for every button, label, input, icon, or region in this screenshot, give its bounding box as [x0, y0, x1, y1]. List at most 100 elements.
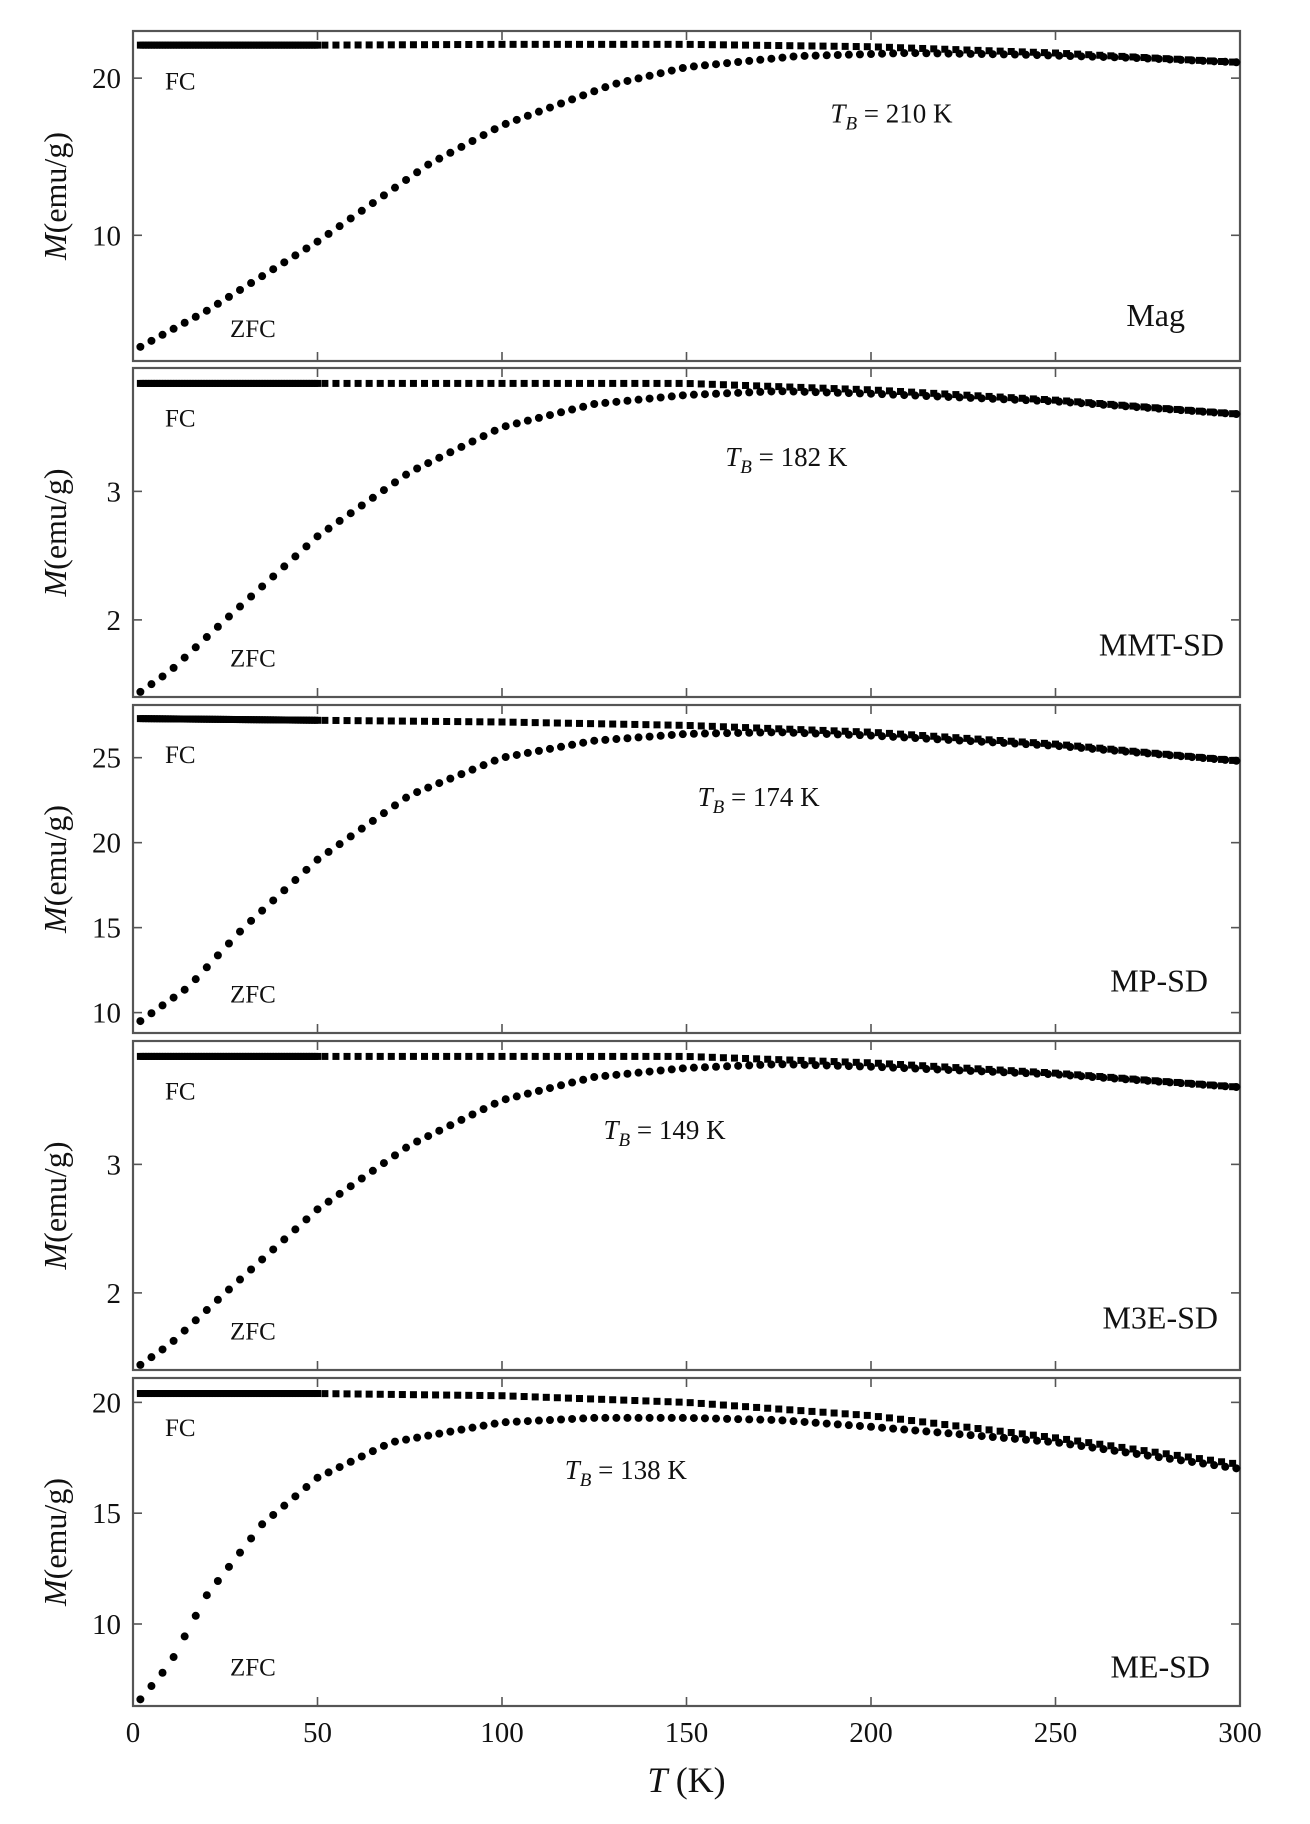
zfc-point [490, 756, 499, 765]
zfc-point [1232, 756, 1241, 765]
zfc-point [324, 1468, 333, 1477]
zfc-point [911, 391, 920, 400]
fc-point [387, 41, 395, 49]
tb-var: T [698, 782, 715, 812]
blocking-temperature-label: TB = 149 K [603, 1115, 726, 1151]
zfc-point [689, 1063, 698, 1072]
zfc-point [468, 137, 477, 145]
zfc-point [634, 733, 643, 742]
zfc-point [424, 160, 433, 169]
fc-point [1074, 742, 1082, 750]
fc-point [897, 387, 905, 395]
zfc-point [346, 509, 355, 518]
zfc-point [512, 750, 521, 759]
fc-point [598, 1395, 606, 1403]
zfc-point [479, 1105, 488, 1114]
fc-point [1040, 739, 1048, 747]
zfc-point [180, 1326, 189, 1335]
zfc-point [236, 927, 245, 936]
x-tick-label: 150 [665, 1717, 709, 1749]
zfc-point [855, 389, 864, 398]
fc-point [609, 1052, 617, 1060]
zfc-point [822, 1419, 831, 1428]
fc-point [775, 1056, 783, 1064]
zfc-point [667, 1413, 676, 1422]
fc-point [852, 43, 860, 51]
fc-point [365, 1052, 373, 1060]
zfc-point [1176, 406, 1185, 415]
zfc-point [988, 1067, 997, 1076]
fc-point [675, 40, 683, 48]
fc-point [487, 379, 495, 387]
zfc-point [390, 1151, 399, 1160]
zfc-point [723, 59, 732, 68]
zfc-point [435, 1126, 444, 1135]
zfc-point [767, 728, 776, 737]
zfc-point [324, 1197, 333, 1206]
fc-point [1218, 1458, 1226, 1466]
zfc-point [667, 730, 676, 739]
zfc-point [169, 1653, 178, 1662]
x-tick-label: 200 [849, 1717, 893, 1749]
zfc-point [1154, 1453, 1163, 1462]
zfc-point [501, 753, 510, 762]
zfc-point [346, 1182, 355, 1191]
zfc-point [169, 324, 178, 333]
fc-point [753, 724, 761, 732]
zfc-point [136, 687, 145, 696]
fc-point [1063, 741, 1071, 749]
fc-point [675, 721, 683, 729]
fc-point [314, 716, 321, 724]
zfc-point [280, 1501, 289, 1510]
zfc-point [346, 832, 355, 841]
zfc-point [634, 395, 643, 404]
tb-value: = 174 K [724, 782, 820, 812]
zfc-point [778, 387, 787, 396]
fc-point [653, 721, 661, 729]
zfc-point [678, 730, 687, 739]
zfc-point [745, 728, 754, 737]
zfc-point [557, 1415, 566, 1424]
fc-point [697, 41, 705, 49]
zfc-point [944, 1429, 953, 1438]
zfc-point [1232, 1083, 1241, 1092]
zfc-point [202, 306, 211, 315]
fc-point [742, 41, 750, 49]
fc-point [841, 1410, 849, 1418]
zfc-point [933, 1428, 942, 1437]
zfc-point [1110, 1446, 1119, 1455]
fc-point [708, 1053, 716, 1061]
zfc-point [1232, 58, 1241, 67]
zfc-point [413, 168, 422, 177]
zfc-point [800, 729, 809, 738]
zfc-point [224, 612, 233, 621]
zfc-point [601, 1071, 610, 1080]
zfc-point [867, 1422, 875, 1431]
zfc-point [656, 393, 665, 402]
fc-point [1018, 48, 1026, 56]
fc-point [465, 718, 473, 726]
zfc-point [402, 1143, 411, 1152]
fc-point [775, 42, 783, 50]
zfc-point [479, 761, 488, 770]
fc-point [996, 1066, 1004, 1074]
zfc-point [247, 1265, 256, 1274]
zfc-point [1199, 1080, 1208, 1089]
fc-point [598, 40, 606, 48]
fc-point [742, 724, 750, 732]
fc-point [1018, 1067, 1026, 1075]
zfc-point [1044, 51, 1053, 60]
fc-point [409, 1391, 417, 1399]
zfc-point [247, 1534, 256, 1543]
fc-point [542, 1393, 550, 1401]
fc-point [930, 1062, 938, 1070]
fc-label: FC [165, 1415, 196, 1442]
zfc-point [557, 742, 566, 751]
fc-point [963, 1423, 971, 1431]
fc-point [609, 379, 617, 387]
fc-point [874, 1059, 882, 1067]
zfc-point [1110, 746, 1119, 755]
fc-point [1074, 1437, 1082, 1445]
zfc-point [977, 50, 986, 59]
zfc-point [313, 237, 322, 246]
